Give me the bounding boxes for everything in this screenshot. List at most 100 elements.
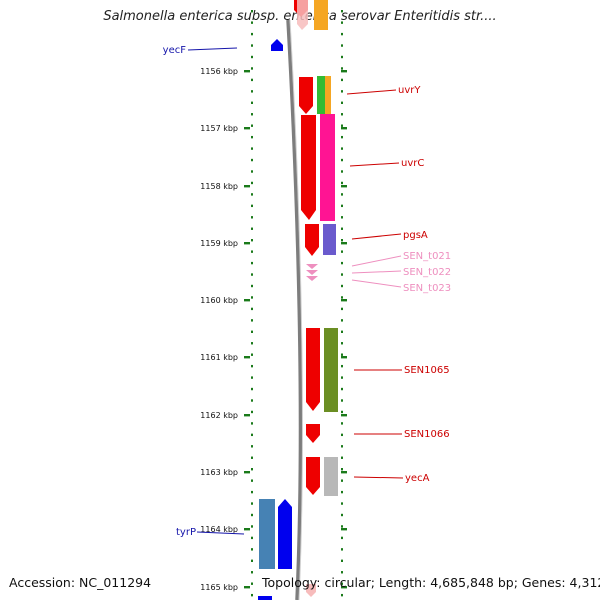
gene-arrow-uvrC[interactable] bbox=[301, 115, 316, 220]
major-tick bbox=[341, 127, 347, 130]
minor-tick bbox=[341, 456, 343, 459]
gene-arrow-top-pink[interactable] bbox=[297, 0, 308, 30]
major-tick bbox=[341, 185, 347, 188]
major-tick bbox=[244, 185, 250, 188]
leader-SEN_t023 bbox=[351, 279, 402, 288]
minor-tick bbox=[341, 101, 343, 104]
minor-tick bbox=[341, 422, 343, 425]
minor-tick bbox=[341, 273, 343, 276]
minor-tick bbox=[341, 78, 343, 82]
gene-block-uvrY-orange[interactable] bbox=[325, 76, 331, 114]
kbp-label: 1156 kbp bbox=[200, 67, 238, 76]
minor-tick bbox=[341, 32, 343, 36]
gene-block-bottom-blue[interactable] bbox=[258, 596, 272, 600]
trna-arrow-SEN_t022[interactable] bbox=[306, 270, 318, 275]
gene-arrow-SEN1066[interactable] bbox=[306, 424, 320, 443]
major-tick bbox=[341, 528, 347, 531]
minor-tick bbox=[251, 158, 253, 162]
minor-tick bbox=[341, 319, 343, 322]
minor-tick bbox=[251, 204, 253, 208]
minor-tick bbox=[341, 593, 343, 597]
leader-uvrC bbox=[349, 162, 400, 167]
gene-label-yecA[interactable]: yecA bbox=[405, 473, 430, 484]
tick-tracks bbox=[244, 10, 347, 597]
kbp-label: 1158 kbp bbox=[200, 182, 238, 191]
minor-tick bbox=[341, 376, 343, 379]
minor-tick bbox=[251, 193, 253, 196]
minor-tick bbox=[251, 10, 253, 13]
minor-tick bbox=[341, 67, 343, 70]
minor-tick bbox=[341, 296, 343, 299]
minor-tick bbox=[341, 513, 343, 517]
gene-label-SEN_t021[interactable]: SEN_t021 bbox=[403, 251, 451, 262]
gene-arrow-uvrY[interactable] bbox=[299, 77, 313, 114]
minor-tick bbox=[341, 445, 343, 448]
gene-label-uvrY[interactable]: uvrY bbox=[398, 85, 421, 96]
minor-tick bbox=[251, 170, 253, 173]
kbp-label: 1165 kbp bbox=[200, 583, 238, 592]
trna-arrow-SEN_t021[interactable] bbox=[306, 264, 318, 269]
leader-SEN_t021 bbox=[351, 255, 402, 267]
minor-tick bbox=[251, 502, 253, 505]
minor-tick bbox=[341, 399, 343, 402]
major-tick bbox=[244, 70, 250, 73]
gene-block-uvrY-green[interactable] bbox=[317, 76, 325, 114]
gene-block-uvrC-magenta[interactable] bbox=[320, 114, 335, 221]
minor-tick bbox=[251, 342, 253, 345]
minor-tick bbox=[251, 479, 253, 482]
major-tick bbox=[341, 414, 347, 417]
leader-tyrP bbox=[196, 531, 245, 535]
gene-label-tyrP[interactable]: tyrP bbox=[176, 527, 196, 538]
gene-block-top-orange[interactable] bbox=[314, 0, 328, 30]
gene-arrow-bottom-pink[interactable] bbox=[306, 584, 316, 597]
minor-tick bbox=[251, 21, 253, 24]
gene-label-yecF[interactable]: yecF bbox=[163, 45, 187, 56]
label-leaders bbox=[187, 47, 404, 535]
gene-label-SEN1066[interactable]: SEN1066 bbox=[404, 429, 450, 440]
leader-yecA bbox=[353, 476, 404, 479]
minor-tick bbox=[251, 525, 253, 528]
minor-tick bbox=[251, 490, 253, 494]
minor-tick bbox=[341, 90, 343, 93]
gene-arrow-yecA[interactable] bbox=[306, 457, 320, 495]
gene-label-SEN1065[interactable]: SEN1065 bbox=[404, 365, 450, 376]
gene-label-SEN_t023[interactable]: SEN_t023 bbox=[403, 283, 451, 294]
minor-tick bbox=[251, 227, 253, 230]
minor-tick bbox=[251, 456, 253, 459]
gene-block-yecA-gray[interactable] bbox=[324, 457, 338, 496]
leader-uvrY bbox=[346, 89, 397, 95]
minor-tick bbox=[251, 376, 253, 379]
minor-tick bbox=[251, 559, 253, 562]
gene-label-SEN_t022[interactable]: SEN_t022 bbox=[403, 267, 451, 278]
minor-tick bbox=[341, 250, 343, 253]
minor-tick bbox=[341, 307, 343, 311]
gene-block-tyrP-steelblue[interactable] bbox=[259, 499, 275, 569]
minor-tick bbox=[341, 433, 343, 437]
kbp-label: 1157 kbp bbox=[200, 124, 238, 133]
minor-tick bbox=[251, 261, 253, 265]
gene-arrow-yecF[interactable] bbox=[271, 39, 283, 51]
major-tick bbox=[341, 70, 347, 73]
minor-tick bbox=[251, 250, 253, 253]
trna-arrow-SEN_t023[interactable] bbox=[306, 276, 318, 281]
minor-tick bbox=[251, 78, 253, 82]
minor-tick bbox=[341, 193, 343, 196]
gene-arrow-pgsA[interactable] bbox=[305, 224, 319, 256]
minor-tick bbox=[251, 307, 253, 311]
gene-label-pgsA[interactable]: pgsA bbox=[403, 230, 428, 241]
minor-tick bbox=[251, 571, 253, 574]
minor-tick bbox=[341, 342, 343, 345]
gene-block-pgsA-purple[interactable] bbox=[323, 224, 336, 255]
kbp-label: 1159 kbp bbox=[200, 239, 238, 248]
major-tick bbox=[341, 586, 347, 589]
minor-tick bbox=[251, 548, 253, 551]
minor-tick bbox=[341, 479, 343, 482]
gene-arrow-tyrP[interactable] bbox=[278, 499, 292, 569]
gene-arrow-SEN1065[interactable] bbox=[306, 328, 320, 411]
gene-label-uvrC[interactable]: uvrC bbox=[401, 158, 424, 169]
minor-tick bbox=[251, 536, 253, 540]
minor-tick bbox=[251, 364, 253, 368]
minor-tick bbox=[251, 330, 253, 333]
minor-tick bbox=[251, 296, 253, 299]
gene-block-SEN1065-olive[interactable] bbox=[324, 328, 338, 412]
